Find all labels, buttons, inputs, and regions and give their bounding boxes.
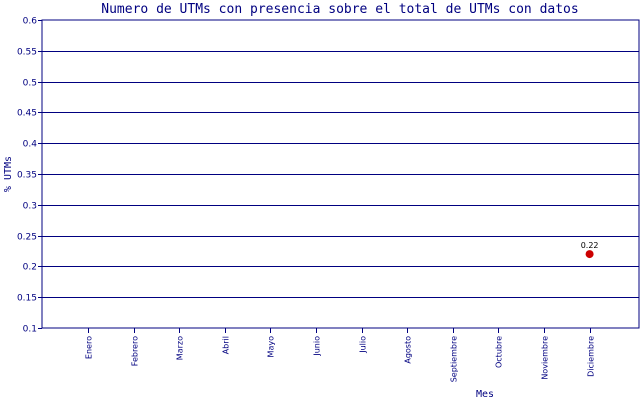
x-tick-label: Enero [85,336,94,359]
data-point [585,250,594,259]
gridlines [42,51,639,298]
x-tick-label: Septiembre [450,336,459,382]
y-tick-label: 0.25 [17,233,37,243]
y-tick-label: 0.1 [23,325,37,335]
y-axis-label: % UTMs [3,156,14,192]
x-tick-label: Junio [313,336,322,357]
x-axis: Enero Febrero Marzo Abril Mayo Junio Julio Agos… [85,328,596,382]
x-tick-label: Julio [359,336,368,354]
x-tick-label: Febrero [131,336,140,366]
y-axis: 0.1 0.15 0.2 0.25 0.3 0.35 0.4 0.45 0.5 0.55 0.6 [17,17,42,335]
y-tick-label: 0.2 [23,263,37,273]
y-tick-label: 0.5 [23,79,37,89]
data-points: 0.22 [581,241,599,259]
x-tick-label: Abril [222,336,231,354]
y-tick-label: 0.35 [17,171,37,181]
y-tick-label: 0.4 [23,140,38,150]
x-tick-label: Noviembre [541,336,550,380]
y-tick-label: 0.45 [17,109,37,119]
y-tick-label: 0.3 [23,202,37,212]
x-tick-label: Agosto [404,336,413,364]
data-label: 0.22 [581,241,599,250]
x-tick-label: Mayo [267,336,276,358]
x-tick-label: Octubre [495,336,504,368]
x-tick-label: Diciembre [587,336,596,377]
x-tick-label: Marzo [176,336,185,360]
x-axis-label: Mes [476,389,494,400]
y-tick-label: 0.6 [23,17,38,27]
y-tick-label: 0.55 [17,48,37,58]
y-tick-label: 0.15 [17,294,37,304]
chart-title: Numero de UTMs con presencia sobre el to… [101,2,578,17]
